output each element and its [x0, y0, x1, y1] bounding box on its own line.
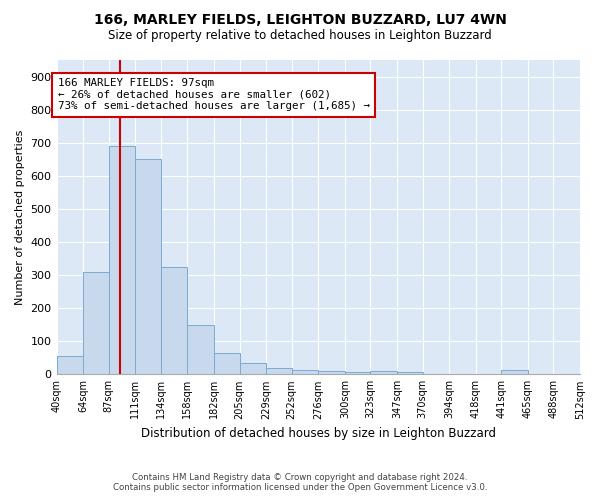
Bar: [345, 372, 370, 374]
Text: 166 MARLEY FIELDS: 97sqm
← 26% of detached houses are smaller (602)
73% of semi-: 166 MARLEY FIELDS: 97sqm ← 26% of detach…: [58, 78, 370, 112]
Text: Size of property relative to detached houses in Leighton Buzzard: Size of property relative to detached ho…: [108, 29, 492, 42]
Bar: [266, 368, 292, 374]
Bar: [109, 146, 135, 374]
Bar: [370, 371, 397, 374]
Bar: [292, 370, 318, 374]
Bar: [56, 356, 83, 374]
Bar: [83, 272, 109, 374]
Bar: [187, 324, 214, 374]
Bar: [135, 160, 161, 374]
Bar: [501, 370, 528, 374]
Bar: [397, 372, 422, 374]
Bar: [239, 362, 266, 374]
Text: Contains HM Land Registry data © Crown copyright and database right 2024.
Contai: Contains HM Land Registry data © Crown c…: [113, 473, 487, 492]
X-axis label: Distribution of detached houses by size in Leighton Buzzard: Distribution of detached houses by size …: [141, 427, 496, 440]
Text: 166, MARLEY FIELDS, LEIGHTON BUZZARD, LU7 4WN: 166, MARLEY FIELDS, LEIGHTON BUZZARD, LU…: [94, 12, 506, 26]
Y-axis label: Number of detached properties: Number of detached properties: [15, 130, 25, 305]
Bar: [214, 353, 239, 374]
Bar: [161, 267, 187, 374]
Bar: [318, 371, 345, 374]
